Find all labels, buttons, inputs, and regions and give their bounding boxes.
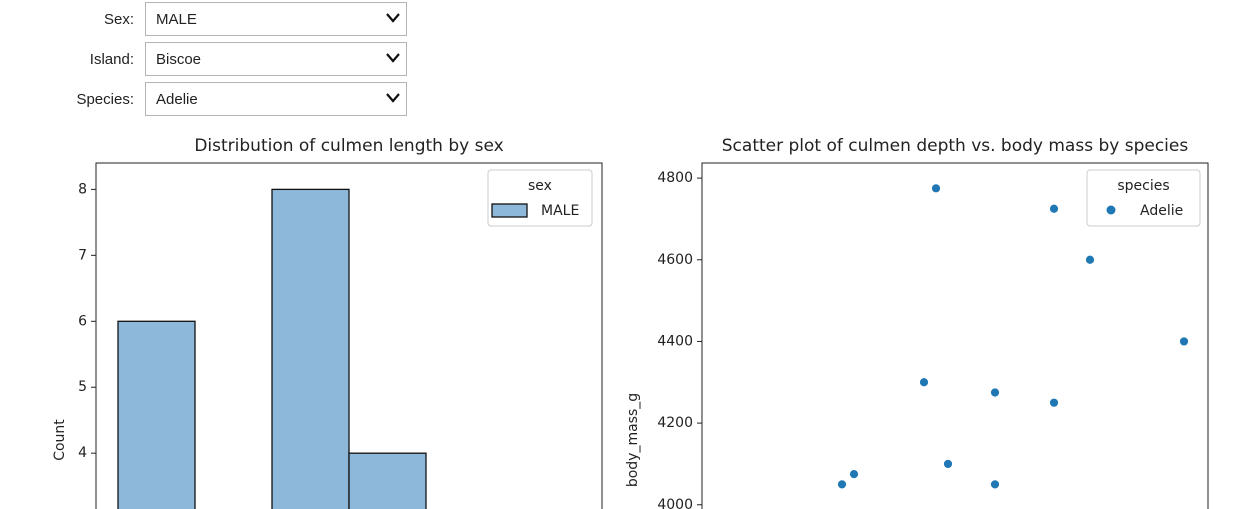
filter-label: Island: (89, 51, 134, 68)
axes-frame (701, 162, 1209, 509)
point (1179, 336, 1189, 347)
chart-title: Scatter plot of culmen depth vs. body ma… (722, 136, 1189, 156)
y-tick-label: 7 (78, 247, 87, 263)
legend-title: species (1117, 178, 1169, 194)
dropdown[interactable]: Biscoe (145, 42, 407, 76)
y-axis-label: Count (52, 419, 68, 461)
dropdown[interactable]: Adelie (145, 82, 407, 116)
bar (271, 188, 350, 509)
bar (117, 320, 196, 509)
legend-label: Adelie (1140, 203, 1183, 219)
island-filter: Island: Biscoe (0, 42, 410, 77)
sex-filter: Sex: MALE (0, 2, 410, 37)
point (1049, 397, 1059, 408)
y-tick-label: 4 (78, 445, 87, 461)
point (837, 479, 847, 490)
point (943, 459, 953, 469)
point (990, 479, 1000, 490)
filter-label: Species: (76, 91, 134, 108)
y-tick-label: 5 (78, 379, 87, 395)
legend-swatch (491, 203, 528, 218)
chart-title: Distribution of culmen length by sex (194, 136, 503, 156)
y-tick-label: 4800 (657, 170, 693, 186)
legend-label: MALE (541, 203, 579, 219)
y-tick-label: 4000 (657, 497, 693, 509)
legend-marker (1106, 205, 1116, 215)
legend-title: sex (528, 178, 552, 194)
y-tick-label: 6 (78, 313, 87, 329)
chevron (386, 93, 400, 103)
chevron (386, 13, 400, 23)
point (1085, 254, 1095, 265)
species-filter: Species: Adelie (0, 82, 410, 117)
axes-frame (95, 162, 603, 509)
dropdown[interactable]: MALE (145, 2, 407, 36)
point (931, 183, 941, 194)
legend-box (1086, 169, 1201, 227)
filter-label: Sex: (103, 11, 134, 28)
y-tick-label: 4200 (657, 415, 693, 431)
bar (348, 452, 427, 509)
y-tick-label: 8 (78, 181, 87, 197)
chevron (386, 53, 400, 63)
point (1049, 203, 1059, 214)
y-axis-label: body_mass_g (625, 393, 641, 487)
point (919, 377, 929, 388)
dropdown-value: MALE (156, 11, 197, 28)
dropdown-value: Biscoe (156, 51, 202, 68)
y-tick-label: 4600 (657, 252, 693, 268)
point (849, 469, 859, 480)
dropdown-value: Adelie (156, 91, 198, 108)
y-tick-label: 4400 (657, 333, 693, 349)
point (990, 387, 1000, 398)
